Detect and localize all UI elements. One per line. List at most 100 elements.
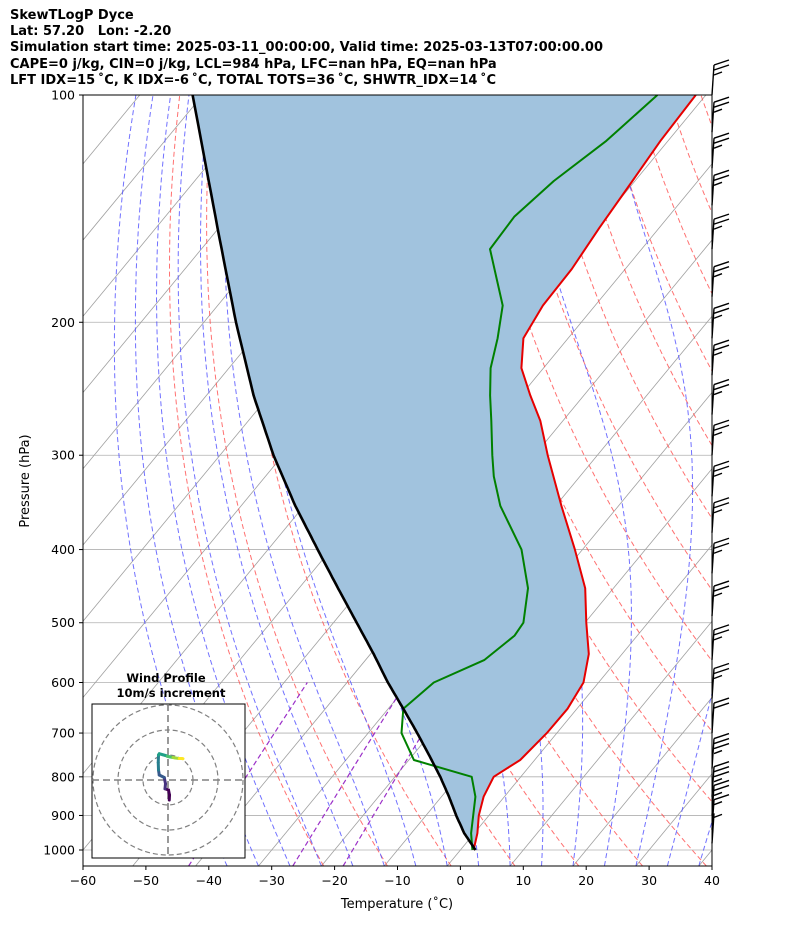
- y-tick-label: 300: [51, 448, 75, 463]
- x-tick-label: −60: [70, 873, 96, 888]
- dry-adiabat: [667, 95, 712, 214]
- x-tick-label: −10: [384, 873, 410, 888]
- barb-full: [713, 537, 730, 544]
- barb-full: [713, 624, 730, 631]
- dry-adiabat: [168, 95, 325, 866]
- barb-full: [713, 378, 730, 386]
- barb-full: [713, 213, 730, 220]
- barb-half: [713, 273, 723, 278]
- barb-half: [713, 813, 723, 819]
- barb-full: [713, 59, 730, 66]
- y-axis-label: Pressure (hPa): [18, 434, 33, 527]
- dry-adiabat: [734, 95, 794, 866]
- mixing-ratio-line: [292, 682, 407, 866]
- plot-area: [83, 95, 794, 866]
- dry-adiabat: [505, 95, 712, 591]
- y-tick-label: 100: [51, 88, 75, 103]
- barb-half: [713, 749, 723, 755]
- wind-barb: [711, 761, 730, 797]
- isotherm-line: [635, 773, 712, 866]
- barb-full: [713, 302, 730, 309]
- moist-adiabat: [200, 95, 354, 866]
- wind-barb: [711, 261, 730, 297]
- wind-barb: [711, 624, 730, 660]
- hodograph-inset: Wind Profile 10m/s increment: [91, 671, 246, 859]
- wind-barb: [711, 813, 723, 844]
- x-axis-label: Temperature (˚C): [340, 896, 453, 912]
- barb-half: [713, 778, 723, 783]
- wind-barb: [711, 213, 730, 250]
- chart-title: SkewTLogP Dyce: [10, 8, 134, 23]
- moist-adiabat: [512, 95, 632, 866]
- moist-adiabat: [605, 95, 694, 866]
- barb-full: [713, 580, 730, 587]
- barb-full: [713, 697, 730, 704]
- y-tick-label: 400: [51, 542, 75, 557]
- barb-half: [713, 509, 723, 514]
- y-tick-label: 600: [51, 675, 75, 690]
- barb-full: [713, 174, 730, 181]
- x-tick-label: 0: [456, 873, 464, 888]
- wind-barb: [711, 580, 730, 617]
- wind-barb: [711, 460, 730, 497]
- isotherm-line: [83, 95, 203, 241]
- wind-barb: [711, 378, 730, 415]
- moist-adiabat: [223, 95, 385, 866]
- barb-full: [713, 460, 730, 467]
- barb-full: [713, 742, 730, 750]
- barb-full: [713, 344, 730, 351]
- barb-full: [713, 383, 730, 391]
- isotherm-line: [258, 315, 712, 866]
- barb-full: [713, 137, 730, 144]
- dry-adiabat: [700, 95, 712, 128]
- isotherm-line: [509, 620, 712, 866]
- y-tick-label: 200: [51, 315, 75, 330]
- barb-full: [713, 662, 730, 670]
- isotherm-line: [446, 544, 712, 866]
- barb-half: [713, 351, 723, 356]
- barb-full: [713, 419, 730, 426]
- x-tick-label: −30: [259, 873, 285, 888]
- isotherm-line: [572, 696, 712, 866]
- barb-full: [713, 64, 730, 71]
- barb-full: [713, 261, 730, 268]
- time-line: Simulation start time: 2025-03-11_00:00:…: [10, 40, 603, 56]
- barb-half: [713, 225, 723, 230]
- barb-full: [713, 502, 730, 509]
- barb-half: [713, 592, 723, 597]
- barb-half: [713, 472, 723, 477]
- y-tick-label: 1000: [43, 843, 75, 858]
- wind-barb: [711, 419, 730, 456]
- x-tick-label: −50: [133, 873, 159, 888]
- wind-barb: [711, 132, 730, 169]
- barb-full: [713, 771, 730, 778]
- x-tick-label: 10: [515, 873, 531, 888]
- barb-half: [713, 390, 723, 396]
- location-line: Lat: 57.20 Lon: -2.20: [10, 24, 172, 40]
- barb-full: [713, 101, 730, 108]
- barb-full: [713, 497, 730, 504]
- barb-full: [713, 585, 730, 592]
- barb-full: [713, 732, 730, 740]
- barb-half: [713, 181, 723, 186]
- temperature-line: [472, 95, 697, 851]
- y-tick-label: 500: [51, 615, 75, 630]
- wind-barb: [711, 59, 730, 96]
- y-tick-label: 800: [51, 769, 75, 784]
- moist-adiabat: [177, 95, 322, 866]
- barb-half: [713, 801, 723, 806]
- barb-half: [713, 549, 723, 554]
- barb-staff: [711, 64, 715, 96]
- barb-full: [713, 702, 730, 709]
- dry-adiabat: [635, 95, 712, 295]
- barb-full: [713, 465, 730, 472]
- index-line: LFT IDX=15 ˚C, K IDX=-6 ˚C, TOTAL TOTS=3…: [10, 72, 497, 88]
- barb-full: [713, 779, 730, 787]
- wind-barb: [711, 96, 730, 133]
- barb-half: [713, 108, 723, 113]
- isotherm-line: [83, 95, 266, 317]
- cape-fill: [192, 95, 696, 850]
- wind-barb: [711, 697, 730, 734]
- x-tick-label: 40: [704, 873, 720, 888]
